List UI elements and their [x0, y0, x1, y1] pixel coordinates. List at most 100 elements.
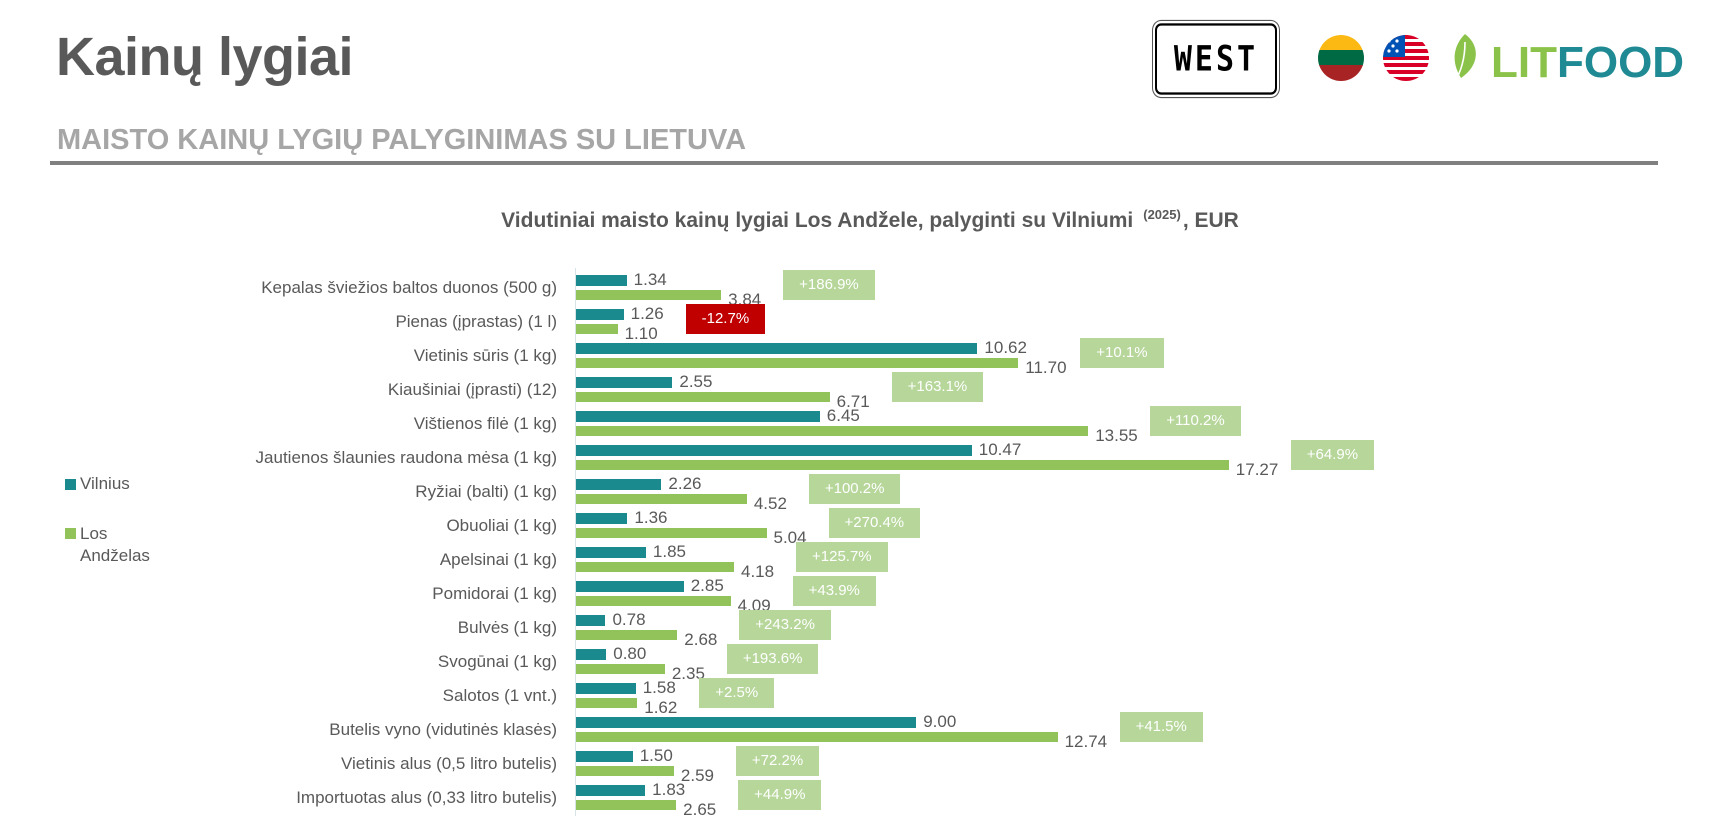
category-label: Pomidorai (1 kg)	[432, 584, 557, 603]
category-label: Kepalas šviežios baltos duonos (500 g)	[261, 278, 557, 297]
value-label-vilnius: 2.85	[690, 576, 724, 595]
legend-swatch-los-andzelas	[65, 528, 76, 539]
difference-badge: -12.7%	[685, 304, 766, 334]
bar-vilnius	[576, 683, 636, 694]
value-label-los-andzelas: 2.68	[684, 630, 718, 649]
difference-badge: +110.2%	[1150, 406, 1241, 436]
bar-los-andzelas	[576, 358, 1019, 368]
value-label-los-andzelas: 2.59	[680, 766, 714, 785]
value-label-vilnius: 1.50	[639, 746, 673, 765]
category-label: Obuoliai (1 kg)	[446, 516, 557, 535]
bar-los-andzelas	[576, 392, 830, 402]
bar-vilnius	[576, 377, 673, 388]
bar-vilnius	[576, 649, 607, 660]
value-label-vilnius: 10.62	[984, 338, 1027, 357]
bar-los-andzelas	[576, 290, 722, 300]
value-label-los-andzelas: 12.74	[1064, 732, 1108, 751]
logo-lit-text: LIT	[1491, 38, 1557, 87]
bar-los-andzelas	[576, 494, 747, 504]
value-label-los-andzelas: 6.71	[836, 392, 870, 411]
difference-badge: +186.9%	[783, 270, 875, 300]
category-axis-line	[575, 268, 576, 816]
value-label-vilnius: 1.58	[642, 678, 676, 697]
value-label-vilnius: 10.47	[978, 440, 1022, 459]
bar-vilnius	[576, 445, 972, 456]
difference-badge: +72.2%	[735, 746, 820, 776]
value-label-los-andzelas: 1.62	[644, 698, 678, 717]
value-label-vilnius: 1.34	[633, 270, 667, 289]
bar-los-andzelas	[576, 766, 674, 776]
category-label: Vietinis alus (0,5 litro butelis)	[340, 754, 557, 773]
legend-label-vilnius: Vilnius	[80, 474, 130, 493]
bar-vilnius	[576, 411, 820, 422]
value-label-vilnius: 0.80	[613, 644, 647, 663]
category-label: Apelsinai (1 kg)	[439, 550, 557, 569]
difference-badge: +10.1%	[1080, 338, 1164, 368]
litfood-logo: LITFOOD	[1491, 38, 1684, 88]
difference-badge: +100.2%	[808, 474, 901, 504]
bar-los-andzelas	[576, 800, 677, 810]
bar-los-andzelas	[576, 664, 665, 674]
bar-vilnius	[576, 615, 606, 626]
bar-los-andzelas	[576, 426, 1089, 436]
chart-title-text: Vidutiniai maisto kainų lygiai Los Andže…	[501, 209, 1134, 232]
difference-badge: +243.2%	[739, 610, 831, 640]
category-label: Ryžiai (balti) (1 kg)	[415, 482, 557, 501]
value-label-los-andzelas: 17.27	[1235, 460, 1279, 479]
difference-badge: +125.7%	[796, 542, 888, 572]
category-label: Jautienos šlaunies raudona mėsa (1 kg)	[255, 448, 557, 467]
value-label-vilnius: 1.83	[652, 780, 686, 799]
value-label-vilnius: 6.45	[826, 406, 860, 425]
difference-badge: +44.9%	[738, 780, 822, 810]
value-label-los-andzelas: 13.55	[1095, 426, 1138, 445]
bar-vilnius	[576, 785, 646, 796]
bar-vilnius	[576, 581, 684, 592]
category-label: Vištienos filė (1 kg)	[413, 414, 557, 433]
bar-vilnius	[576, 513, 628, 524]
usa-flag-icon	[1383, 35, 1429, 81]
difference-badge: +41.5%	[1119, 712, 1203, 742]
value-label-vilnius: 1.85	[652, 542, 687, 561]
page-title: Kainų lygiai	[56, 27, 354, 87]
chart-title: Vidutiniai maisto kainų lygiai Los Andže…	[0, 207, 1710, 233]
value-label-los-andzelas: 4.52	[753, 494, 787, 513]
logo-food-text: FOOD	[1556, 38, 1685, 87]
bar-los-andzelas	[576, 528, 767, 538]
bar-vilnius	[576, 275, 627, 286]
bar-los-andzelas	[576, 698, 638, 708]
west-logo: WEST	[1155, 23, 1277, 95]
difference-badge: +2.5%	[699, 678, 775, 708]
category-label: Importuotas alus (0,33 litro butelis)	[296, 788, 557, 807]
bar-los-andzelas	[576, 460, 1229, 470]
value-label-vilnius: 0.78	[612, 610, 646, 629]
value-label-vilnius: 1.26	[630, 304, 664, 323]
legend-swatch-vilnius	[65, 479, 76, 490]
bar-los-andzelas	[576, 562, 734, 572]
chart-title-year: (2025)	[1143, 207, 1181, 222]
category-label: Pienas (įprastas) (1 l)	[395, 312, 557, 331]
category-label: Vietinis sūris (1 kg)	[413, 346, 557, 365]
bar-vilnius	[576, 547, 646, 558]
category-label: Svogūnai (1 kg)	[437, 652, 557, 671]
category-label: Bulvės (1 kg)	[457, 618, 557, 637]
leaf-icon	[1451, 32, 1481, 89]
legend-label-los: Los	[80, 524, 108, 543]
value-label-los-andzelas: 1.10	[624, 324, 658, 343]
bar-los-andzelas	[576, 732, 1058, 742]
category-label: Kiaušiniai (įprasti) (12)	[387, 380, 557, 399]
category-label: Butelis vyno (vidutinės klasės)	[329, 720, 557, 739]
value-label-vilnius: 2.26	[668, 474, 702, 493]
value-label-vilnius: 9.00	[923, 712, 957, 731]
bar-los-andzelas	[576, 596, 731, 606]
value-label-vilnius: 2.55	[679, 372, 713, 391]
value-label-los-andzelas: 2.35	[671, 664, 705, 683]
bar-los-andzelas	[576, 324, 618, 334]
page-subtitle: MAISTO KAINŲ LYGIŲ PALYGINIMAS SU LIETUV…	[57, 124, 747, 156]
bar-vilnius	[576, 479, 662, 490]
bar-vilnius	[576, 717, 917, 728]
difference-badge: +270.4%	[828, 508, 921, 538]
bar-vilnius	[576, 343, 978, 354]
bar-vilnius	[576, 309, 624, 320]
difference-badge: +163.1%	[891, 372, 984, 402]
lithuania-flag-icon	[1318, 35, 1364, 81]
